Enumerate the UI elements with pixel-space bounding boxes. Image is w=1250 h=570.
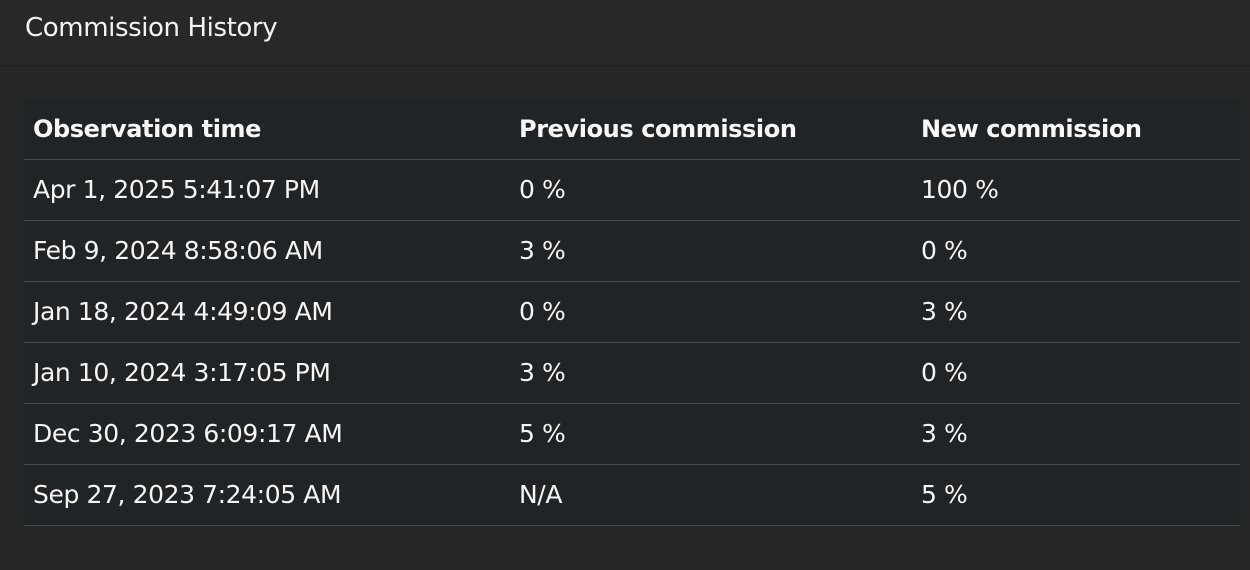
observation-time-cell: Feb 9, 2024 8:58:06 AM xyxy=(33,236,323,265)
new-commission-cell: 0 % xyxy=(921,358,968,387)
previous-commission-cell: 0 % xyxy=(519,175,566,204)
commission-history-table: Observation time Previous commission New… xyxy=(24,99,1240,526)
column-header-previous-commission: Previous commission xyxy=(519,115,797,143)
observation-time-cell: Sep 27, 2023 7:24:05 AM xyxy=(33,480,342,509)
table-row: Sep 27, 2023 7:24:05 AM N/A 5 % xyxy=(24,465,1240,526)
observation-time-cell: Jan 18, 2024 4:49:09 AM xyxy=(33,297,333,326)
new-commission-cell: 100 % xyxy=(921,175,999,204)
previous-commission-cell: N/A xyxy=(519,480,563,509)
observation-time-cell: Jan 10, 2024 3:17:05 PM xyxy=(33,358,331,387)
previous-commission-cell: 5 % xyxy=(519,419,566,448)
new-commission-cell: 5 % xyxy=(921,480,968,509)
table-row: Jan 18, 2024 4:49:09 AM 0 % 3 % xyxy=(24,282,1240,343)
new-commission-cell: 0 % xyxy=(921,236,968,265)
observation-time-cell: Apr 1, 2025 5:41:07 PM xyxy=(33,175,320,204)
page-title: Commission History xyxy=(25,13,278,43)
table-row: Dec 30, 2023 6:09:17 AM 5 % 3 % xyxy=(24,404,1240,465)
table-row: Apr 1, 2025 5:41:07 PM 0 % 100 % xyxy=(24,160,1240,221)
panel-header: Commission History xyxy=(0,0,1250,66)
table-row: Jan 10, 2024 3:17:05 PM 3 % 0 % xyxy=(24,343,1240,404)
previous-commission-cell: 0 % xyxy=(519,297,566,326)
new-commission-cell: 3 % xyxy=(921,419,968,448)
table-row: Feb 9, 2024 8:58:06 AM 3 % 0 % xyxy=(24,221,1240,282)
new-commission-cell: 3 % xyxy=(921,297,968,326)
previous-commission-cell: 3 % xyxy=(519,358,566,387)
column-header-observation-time: Observation time xyxy=(33,115,262,143)
table-header-row: Observation time Previous commission New… xyxy=(24,99,1240,160)
column-header-new-commission: New commission xyxy=(921,115,1142,143)
previous-commission-cell: 3 % xyxy=(519,236,566,265)
observation-time-cell: Dec 30, 2023 6:09:17 AM xyxy=(33,419,343,448)
